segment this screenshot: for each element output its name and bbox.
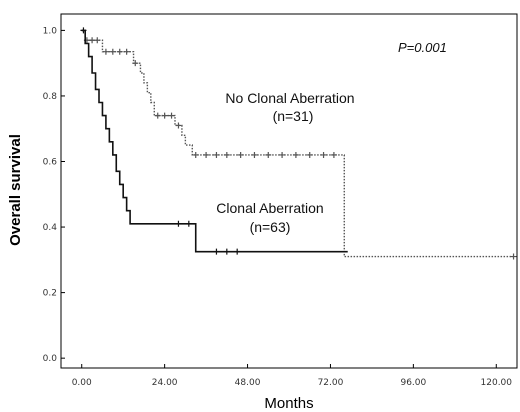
pvalue-annotation: P=0.001 [398,40,447,55]
series-label-no-clonal-line2: (n=31) [273,108,314,124]
censor-mark [320,151,327,158]
censor-mark [223,248,230,255]
censor-mark [89,37,96,44]
censor-mark [213,248,220,255]
y-tick-label: 0.8 [43,92,58,102]
x-tick-label: 0.00 [72,378,92,388]
series-layer [80,27,517,260]
censor-mark [109,48,116,55]
series-line-0 [81,29,514,258]
censor-mark [102,48,109,55]
series-label-no-clonal-line1: No Clonal Aberration [225,90,354,106]
x-tick-label: 72.00 [318,378,344,388]
x-tick-label: 24.00 [152,378,178,388]
censor-mark [132,60,139,67]
x-axis: 0.00 24.00 48.00 72.00 96.00 120.00 [72,364,513,388]
y-tick-label: 0.6 [43,158,58,168]
censor-mark [192,151,199,158]
censor-mark [185,220,192,227]
censor-mark [154,112,161,119]
censor-mark [80,27,87,34]
censor-mark [175,122,182,129]
x-tick-label: 120.00 [481,378,513,388]
censor-mark [123,48,130,55]
censor-mark [161,112,168,119]
y-axis-title: Overall survival [7,134,24,246]
censor-mark [94,37,101,44]
censor-mark [279,151,286,158]
x-tick-label: 96.00 [400,378,426,388]
series-label-clonal-line2: (n=63) [250,219,291,235]
censor-mark [116,48,123,55]
x-axis-title: Months [264,395,313,412]
censor-mark [213,151,220,158]
y-tick-label: 0.2 [43,289,57,299]
series-line-1 [81,29,348,253]
censor-mark [292,151,299,158]
censor-mark [306,151,313,158]
series-label-clonal-line1: Clonal Aberration [216,200,323,216]
censor-mark [237,151,244,158]
censor-mark [234,248,241,255]
censor-mark [168,112,175,119]
y-axis: 0.0 0.2 0.4 0.6 0.8 1.0 [43,26,65,364]
censor-mark [510,253,517,260]
plot-frame [60,13,518,369]
censor-mark [265,151,272,158]
censor-mark [251,151,258,158]
censor-mark [223,151,230,158]
censor-mark [330,151,337,158]
censor-mark [175,220,182,227]
y-tick-label: 0.0 [43,354,58,364]
censor-mark [203,151,210,158]
x-tick-label: 48.00 [235,378,261,388]
y-tick-label: 0.4 [43,223,58,233]
y-tick-label: 1.0 [43,26,58,36]
